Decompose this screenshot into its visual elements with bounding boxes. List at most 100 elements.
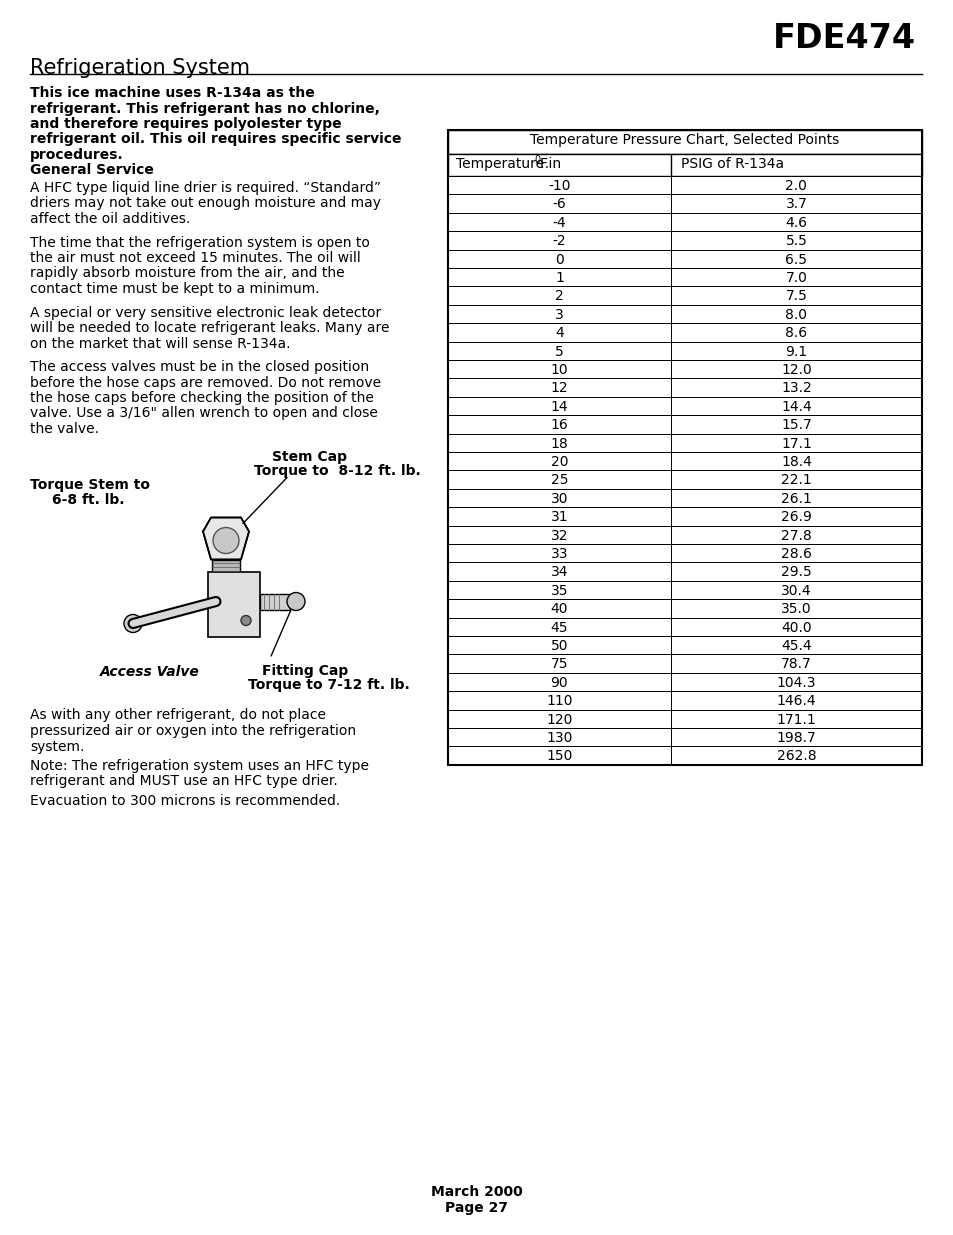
Text: Torque to  8-12 ft. lb.: Torque to 8-12 ft. lb. bbox=[253, 463, 420, 478]
Text: 110: 110 bbox=[545, 694, 572, 708]
Text: General Service: General Service bbox=[30, 163, 153, 178]
Text: A special or very sensitive electronic leak detector: A special or very sensitive electronic l… bbox=[30, 305, 381, 320]
Bar bbox=[448, 359, 921, 378]
Bar bbox=[448, 305, 921, 324]
Text: A HFC type liquid line drier is required. “Standard”: A HFC type liquid line drier is required… bbox=[30, 182, 380, 195]
Bar bbox=[448, 562, 921, 580]
Text: 27.8: 27.8 bbox=[781, 529, 811, 542]
Text: March 2000: March 2000 bbox=[431, 1186, 522, 1199]
Bar bbox=[448, 130, 921, 154]
Text: affect the oil additives.: affect the oil additives. bbox=[30, 212, 190, 226]
Bar bbox=[448, 130, 921, 764]
Text: -2: -2 bbox=[552, 235, 566, 248]
Text: Stem Cap: Stem Cap bbox=[272, 450, 347, 463]
Text: 14: 14 bbox=[550, 400, 568, 414]
Text: 262.8: 262.8 bbox=[776, 750, 816, 763]
Text: Note: The refrigeration system uses an HFC type: Note: The refrigeration system uses an H… bbox=[30, 760, 369, 773]
Text: 0: 0 bbox=[534, 156, 539, 165]
Bar bbox=[208, 572, 260, 636]
Bar bbox=[448, 692, 921, 710]
Bar bbox=[448, 177, 921, 194]
Text: 4: 4 bbox=[555, 326, 563, 340]
Polygon shape bbox=[203, 517, 249, 559]
Text: Temperature in: Temperature in bbox=[456, 157, 565, 170]
Bar bbox=[448, 508, 921, 526]
Text: 198.7: 198.7 bbox=[776, 731, 816, 745]
Text: 14.4: 14.4 bbox=[781, 400, 811, 414]
Bar bbox=[448, 655, 921, 673]
Text: 7.5: 7.5 bbox=[784, 289, 806, 304]
Text: 40.0: 40.0 bbox=[781, 621, 811, 635]
Text: refrigerant. This refrigerant has no chlorine,: refrigerant. This refrigerant has no chl… bbox=[30, 101, 379, 116]
Text: Fitting Cap: Fitting Cap bbox=[262, 664, 348, 678]
Text: 130: 130 bbox=[546, 731, 572, 745]
Text: 35: 35 bbox=[550, 584, 568, 598]
Bar bbox=[448, 433, 921, 452]
Text: 20: 20 bbox=[550, 454, 568, 469]
Text: the air must not exceed 15 minutes. The oil will: the air must not exceed 15 minutes. The … bbox=[30, 251, 360, 266]
Text: system.: system. bbox=[30, 740, 84, 753]
Text: 3.7: 3.7 bbox=[784, 198, 806, 211]
Bar bbox=[448, 710, 921, 727]
Text: before the hose caps are removed. Do not remove: before the hose caps are removed. Do not… bbox=[30, 375, 381, 389]
Text: 2: 2 bbox=[555, 289, 563, 304]
Bar bbox=[448, 471, 921, 489]
Text: Refrigeration System: Refrigeration System bbox=[30, 58, 250, 78]
Bar bbox=[448, 489, 921, 508]
Bar bbox=[448, 287, 921, 305]
Text: Evacuation to 300 microns is recommended.: Evacuation to 300 microns is recommended… bbox=[30, 794, 340, 808]
Text: 34: 34 bbox=[550, 566, 568, 579]
Text: 18: 18 bbox=[550, 437, 568, 451]
Text: 35.0: 35.0 bbox=[781, 603, 811, 616]
Text: FDE474: FDE474 bbox=[772, 22, 915, 56]
Text: 3: 3 bbox=[555, 308, 563, 322]
Text: 16: 16 bbox=[550, 419, 568, 432]
Text: and therefore requires polyolester type: and therefore requires polyolester type bbox=[30, 117, 341, 131]
Text: 75: 75 bbox=[550, 657, 568, 672]
Circle shape bbox=[241, 615, 251, 625]
Text: Temperature Pressure Chart, Selected Points: Temperature Pressure Chart, Selected Poi… bbox=[530, 133, 839, 147]
Text: 30: 30 bbox=[550, 492, 568, 506]
Text: 45: 45 bbox=[550, 621, 568, 635]
Text: 2.0: 2.0 bbox=[784, 179, 806, 193]
Text: 120: 120 bbox=[546, 713, 572, 726]
Text: the valve.: the valve. bbox=[30, 422, 99, 436]
Text: 12: 12 bbox=[550, 382, 568, 395]
Text: -4: -4 bbox=[552, 216, 566, 230]
Text: 7.0: 7.0 bbox=[784, 270, 806, 285]
Text: 10: 10 bbox=[550, 363, 568, 377]
Text: 15.7: 15.7 bbox=[781, 419, 811, 432]
Text: 150: 150 bbox=[546, 750, 572, 763]
Text: 6.5: 6.5 bbox=[784, 253, 806, 267]
Text: 6-8 ft. lb.: 6-8 ft. lb. bbox=[52, 493, 125, 506]
Text: 13.2: 13.2 bbox=[781, 382, 811, 395]
Text: 50: 50 bbox=[550, 638, 568, 653]
Bar bbox=[448, 231, 921, 249]
Text: PSIG of R-134a: PSIG of R-134a bbox=[680, 157, 783, 170]
Text: As with any other refrigerant, do not place: As with any other refrigerant, do not pl… bbox=[30, 709, 326, 722]
Text: 5.5: 5.5 bbox=[784, 235, 806, 248]
Text: 4.6: 4.6 bbox=[784, 216, 806, 230]
Text: valve. Use a 3/16" allen wrench to open and close: valve. Use a 3/16" allen wrench to open … bbox=[30, 406, 377, 420]
Text: 146.4: 146.4 bbox=[776, 694, 816, 708]
Text: 33: 33 bbox=[550, 547, 568, 561]
Circle shape bbox=[124, 615, 142, 632]
Text: procedures.: procedures. bbox=[30, 148, 124, 162]
Text: the hose caps before checking the position of the: the hose caps before checking the positi… bbox=[30, 391, 374, 405]
Text: 40: 40 bbox=[550, 603, 568, 616]
Text: 45.4: 45.4 bbox=[781, 638, 811, 653]
Text: F.: F. bbox=[539, 157, 550, 170]
Bar bbox=[448, 618, 921, 636]
Bar bbox=[448, 194, 921, 212]
Text: 5: 5 bbox=[555, 345, 563, 358]
Bar bbox=[448, 526, 921, 543]
Text: 26.9: 26.9 bbox=[781, 510, 811, 524]
Bar bbox=[448, 452, 921, 471]
Bar bbox=[448, 599, 921, 618]
Text: 31: 31 bbox=[550, 510, 568, 524]
Bar bbox=[448, 342, 921, 359]
Text: 78.7: 78.7 bbox=[781, 657, 811, 672]
Text: on the market that will sense R-134a.: on the market that will sense R-134a. bbox=[30, 336, 291, 351]
Circle shape bbox=[213, 527, 239, 553]
Text: 22.1: 22.1 bbox=[781, 473, 811, 488]
